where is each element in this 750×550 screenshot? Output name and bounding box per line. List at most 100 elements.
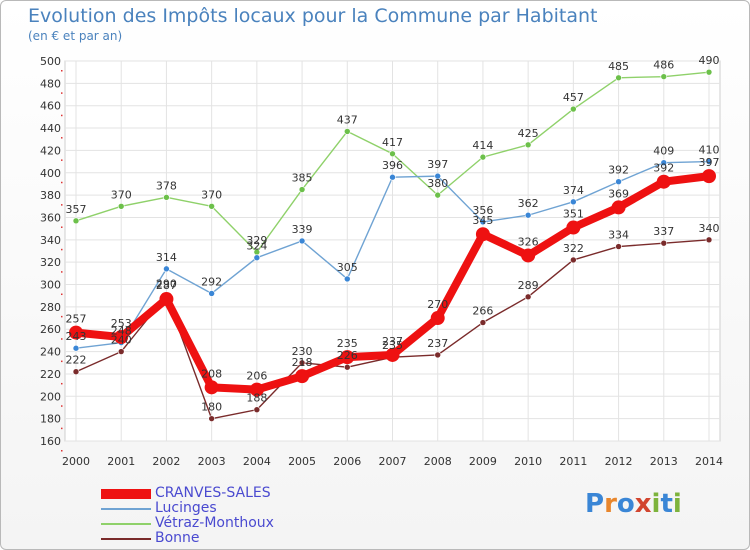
data-point (249, 382, 264, 397)
y-minor-tick (61, 137, 63, 139)
data-label: 180 (201, 401, 222, 414)
data-point (479, 153, 487, 161)
data-label: 357 (66, 203, 87, 216)
data-point (615, 243, 622, 250)
legend-item-bonne: Bonne (101, 530, 401, 547)
y-tick-label: 460 (40, 100, 61, 113)
proxiti-logo: Proxiti (585, 489, 682, 519)
legend-label-bonne: Bonne (155, 530, 200, 546)
legend-item-vetraz-monthoux: Vétraz-Monthoux (101, 515, 401, 532)
legend-item-lucinges: Lucinges (101, 500, 401, 517)
x-axis: 2000 2001 2002 2003 2004 2005 2006 2007 2008 2009… (62, 455, 723, 468)
data-point (570, 198, 577, 206)
data-label: 437 (337, 113, 358, 126)
x-tick-label: 2009 (469, 455, 497, 468)
y-tick-label: 160 (40, 435, 61, 448)
y-tick-label: 220 (40, 368, 61, 381)
data-label: 334 (608, 229, 629, 242)
x-tick-label: 2000 (62, 455, 90, 468)
y-minor-tick (61, 159, 63, 161)
x-tick-label: 2005 (288, 455, 316, 468)
logo-letter: i (651, 489, 661, 519)
y-tick-label: 340 (40, 234, 61, 247)
data-point (475, 227, 490, 242)
data-point (343, 128, 351, 135)
y-minor-tick (61, 114, 63, 117)
data-label: 485 (608, 60, 629, 73)
data-label: 222 (66, 354, 87, 367)
chart-subtitle: (en € et par an) (28, 29, 123, 43)
data-label: 230 (292, 345, 313, 358)
y-tick-label: 240 (40, 346, 61, 359)
data-point (298, 186, 306, 193)
data-label: 356 (472, 204, 493, 217)
y-tick-label: 480 (40, 77, 61, 90)
data-point (72, 217, 80, 225)
logo-letter: r (604, 489, 617, 519)
data-point (524, 293, 532, 301)
x-tick-label: 2010 (514, 455, 542, 468)
data-label: 378 (156, 179, 177, 192)
y-minor-tick (61, 248, 63, 251)
x-tick-label: 2007 (379, 455, 407, 468)
data-label: 370 (201, 188, 222, 201)
data-label: 188 (246, 392, 267, 405)
data-label: 369 (608, 187, 629, 200)
data-point (117, 202, 125, 210)
data-label: 380 (427, 177, 448, 190)
y-tick-label: 200 (40, 390, 61, 403)
data-point (208, 290, 215, 297)
data-point (295, 369, 310, 384)
y-minor-tick (61, 382, 63, 385)
data-point (656, 174, 671, 189)
y-minor-tick (61, 360, 63, 363)
data-point (253, 406, 261, 414)
data-label: 392 (608, 164, 629, 177)
data-point (615, 178, 622, 186)
data-point (389, 173, 396, 181)
data-point (434, 191, 442, 199)
data-point (208, 415, 215, 422)
y-tick-label: 420 (40, 144, 61, 157)
data-label: 385 (292, 172, 313, 185)
data-label: 226 (337, 349, 358, 362)
data-label: 266 (472, 305, 493, 318)
y-minor-tick (61, 181, 63, 184)
y-minor-tick (61, 271, 63, 273)
y-minor-tick (61, 226, 63, 228)
data-label: 351 (563, 208, 584, 221)
legend-swatch-cranves-sales (101, 489, 151, 499)
data-label: 410 (699, 144, 720, 157)
x-tick-label: 2008 (424, 455, 452, 468)
data-label: 287 (156, 279, 177, 292)
data-label: 305 (337, 261, 358, 274)
data-label: 324 (246, 240, 267, 253)
data-label: 457 (563, 91, 584, 104)
logo-letter: t (660, 489, 673, 519)
data-label: 290 (156, 278, 177, 291)
data-point (705, 158, 713, 165)
x-tick-label: 2002 (152, 455, 180, 468)
data-point (159, 292, 174, 307)
data-label: 253 (111, 317, 132, 330)
data-point (117, 348, 125, 355)
x-tick-label: 2001 (107, 455, 135, 468)
data-label: 392 (653, 162, 674, 175)
data-labels: 357 370 378 370 329 385 437 417 380 414 425 457 485 4… (66, 54, 720, 413)
x-tick-label: 2006 (333, 455, 361, 468)
legend-label-cranves-sales: CRANVES-SALES (155, 485, 271, 501)
data-label: 208 (201, 367, 222, 380)
data-label: 235 (337, 337, 358, 350)
data-point (208, 202, 215, 210)
data-label: 486 (653, 59, 674, 72)
x-tick-label: 2003 (198, 455, 226, 468)
legend-label-vetraz-monthoux: Vétraz-Monthoux (155, 515, 274, 531)
data-point (298, 237, 306, 245)
legend: CRANVES-SALES Lucinges Vétraz-Monthoux B… (101, 485, 401, 547)
data-label: 362 (518, 197, 539, 210)
data-label: 417 (382, 136, 403, 149)
legend-item-cranves-sales: CRANVES-SALES (101, 485, 401, 502)
data-point (524, 141, 532, 149)
logo-letter: x (634, 489, 652, 519)
data-point (702, 169, 716, 184)
